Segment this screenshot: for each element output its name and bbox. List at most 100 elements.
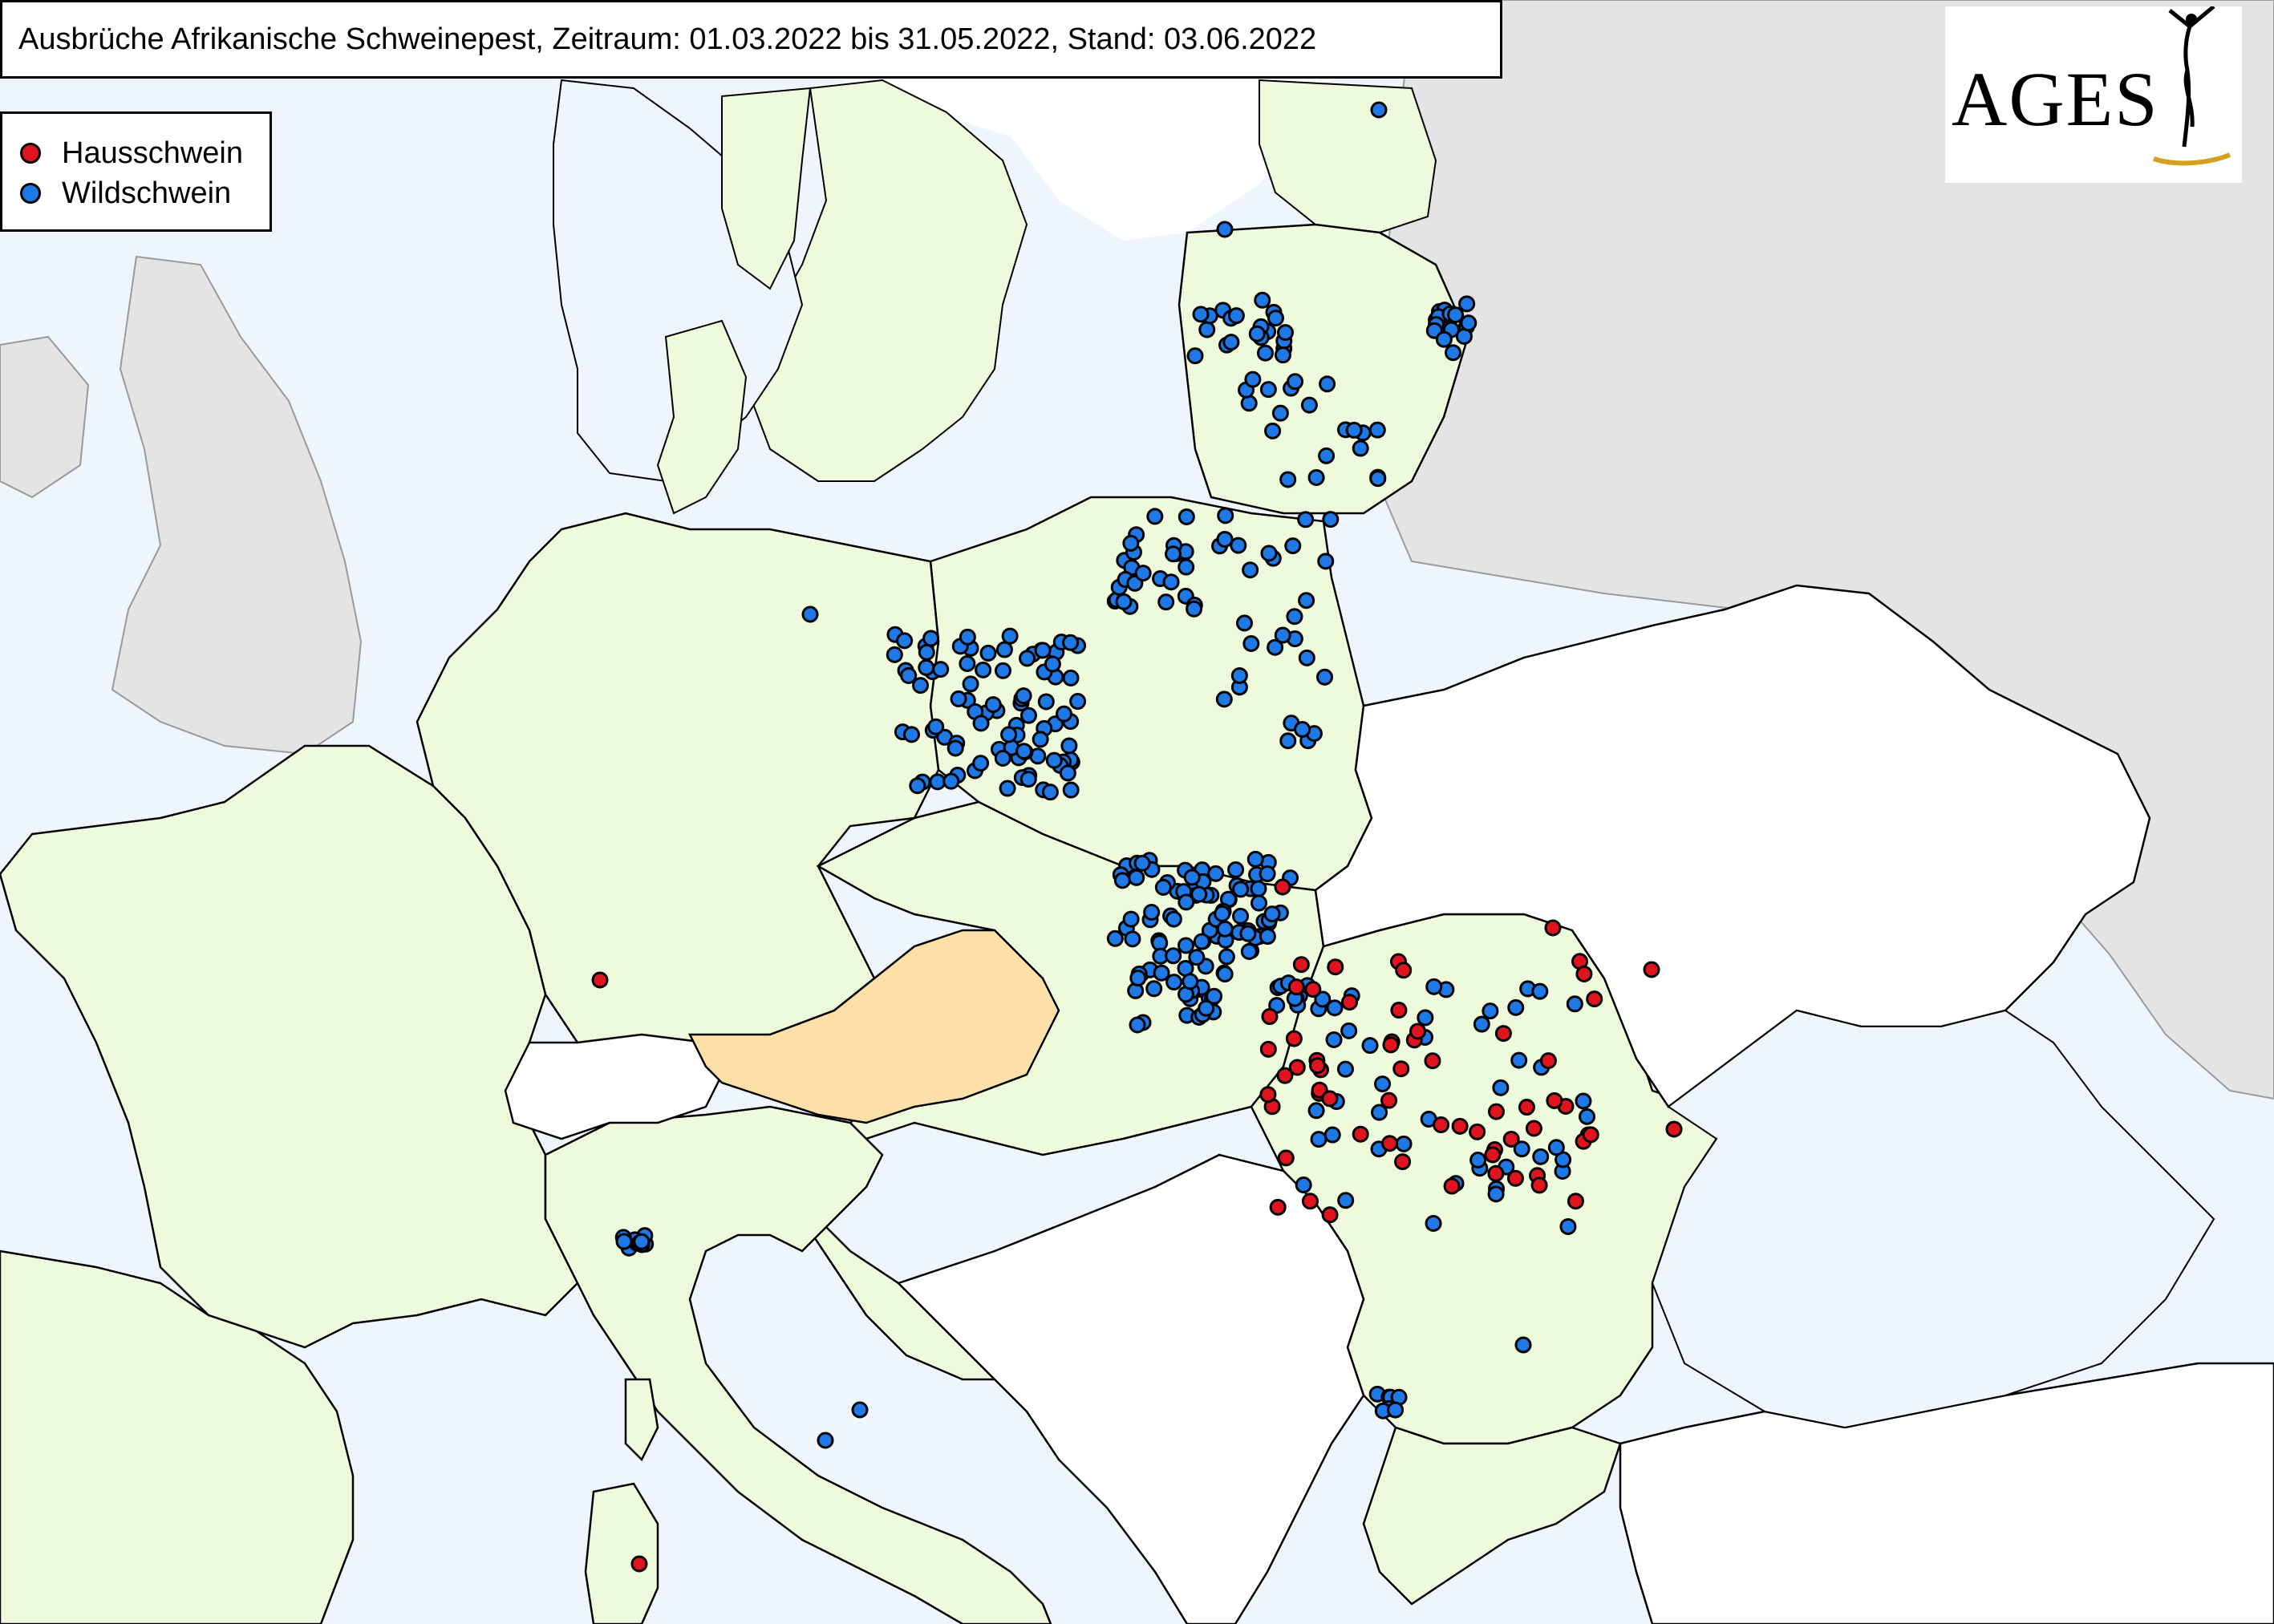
wildschwein-outbreak-marker <box>1232 907 1250 925</box>
wildschwein-outbreak-marker <box>1310 1131 1328 1148</box>
hausschwein-outbreak-marker <box>1424 1052 1441 1070</box>
wildschwein-outbreak-marker <box>1222 334 1240 351</box>
wildschwein-outbreak-marker <box>1300 396 1318 414</box>
wildschwein-outbreak-marker <box>1435 330 1453 348</box>
wildschwein-outbreak-marker <box>1165 545 1182 563</box>
wildschwein-outbreak-marker <box>1165 974 1183 991</box>
map-title-box: Ausbrüche Afrikanische Schweinepest, Zei… <box>0 0 1502 79</box>
wildschwein-outbreak-marker <box>1370 101 1388 119</box>
hausschwein-outbreak-marker <box>1451 1117 1469 1135</box>
hausschwein-outbreak-marker <box>1487 1103 1505 1120</box>
wildschwein-outbreak-marker <box>979 644 997 662</box>
hausschwein-outbreak-marker <box>1409 1023 1427 1040</box>
wildschwein-outbreak-marker <box>1240 942 1258 960</box>
hausschwein-outbreak-marker <box>1380 1091 1398 1109</box>
hausschwein-outbreak-marker <box>1575 965 1593 982</box>
wildschwein-outbreak-marker <box>1248 325 1266 342</box>
hausschwein-outbreak-marker <box>1530 1176 1548 1194</box>
hausschwein-outbreak-marker <box>630 1555 648 1573</box>
ages-logo: AGES <box>1945 6 2242 183</box>
hausschwein-outbreak-marker <box>1390 1002 1408 1019</box>
wildschwein-outbreak-marker <box>1019 707 1037 724</box>
affected-countries <box>0 223 1718 1624</box>
hausschwein-outbreak-marker <box>1546 1091 1563 1109</box>
wildschwein-outbreak-marker <box>994 749 1011 767</box>
hausschwein-outbreak-marker <box>1643 961 1660 978</box>
wildschwein-outbreak-marker <box>1575 1092 1592 1110</box>
wildschwein-outbreak-marker <box>1257 344 1275 362</box>
wildschwein-outbreak-marker <box>1188 949 1206 966</box>
wildschwein-outbreak-marker <box>1340 1022 1358 1039</box>
hausschwein-outbreak-marker <box>1259 1040 1277 1058</box>
wildschwein-outbreak-marker <box>1162 573 1180 591</box>
wildschwein-outbreak-marker <box>1246 850 1264 868</box>
wildschwein-outbreak-marker <box>1507 998 1525 1016</box>
wildschwein-outbreak-marker <box>1294 720 1311 738</box>
denmark <box>656 319 748 515</box>
wildschwein-outbreak-marker <box>1352 439 1369 457</box>
wildschwein-outbreak-marker <box>922 630 940 647</box>
wildschwein-outbreak-marker <box>1019 650 1036 667</box>
wildschwein-outbreak-marker <box>1193 933 1210 950</box>
hausschwein-outbreak-marker <box>1269 1198 1287 1216</box>
wildschwein-outbreak-marker <box>1157 593 1175 611</box>
wildschwein-outbreak-marker <box>1041 784 1059 801</box>
wildschwein-outbreak-marker <box>1122 534 1140 552</box>
wildschwein-outbreak-marker <box>1129 970 1147 987</box>
wildschwein-outbreak-marker <box>1298 649 1315 666</box>
wildschwein-outbreak-marker <box>1445 344 1462 362</box>
wildschwein-outbreak-marker <box>1242 561 1259 579</box>
wildschwein-outbreak-marker <box>1267 638 1284 656</box>
wildschwein-outbreak-marker <box>1206 987 1223 1005</box>
hausschwein-outbreak-marker <box>1665 1120 1683 1138</box>
hausschwein-outbreak-marker <box>591 971 609 989</box>
wildschwein-outbreak-marker <box>1425 978 1443 995</box>
wildschwein-outbreak-marker <box>959 655 976 673</box>
wildschwein-outbreak-marker <box>972 715 990 732</box>
wildschwein-outbreak-marker <box>1531 982 1549 1000</box>
wildschwein-outbreak-marker <box>1062 781 1080 799</box>
wildschwein-outbreak-marker <box>1274 346 1291 364</box>
hausschwein-outbreak-marker <box>1301 1193 1319 1210</box>
wildschwein-outbreak-marker <box>1069 693 1087 711</box>
hausschwein-outbreak-marker <box>1304 981 1322 998</box>
wildschwein-outbreak-marker <box>1286 608 1303 626</box>
wildschwein-outbreak-marker <box>1395 1135 1413 1152</box>
wildschwein-outbreak-marker <box>1259 928 1276 946</box>
hausschwein-outbreak-marker <box>1443 1177 1461 1195</box>
wildschwein-outbreak-marker <box>1482 1002 1499 1020</box>
wildschwein-outbreak-marker <box>1129 1016 1146 1034</box>
scandinavia <box>553 79 1437 483</box>
wildschwein-outbreak-marker <box>1307 1102 1325 1120</box>
wildschwein-outbreak-marker <box>1487 1185 1505 1203</box>
wildschwein-outbreak-marker <box>1473 1015 1490 1033</box>
wildschwein-outbreak-marker <box>1037 693 1055 711</box>
wildschwein-outbreak-marker <box>1218 948 1235 966</box>
wildschwein-outbreak-marker <box>1062 634 1080 651</box>
wildschwein-outbreak-marker <box>1371 1104 1388 1121</box>
wildschwein-outbreak-marker <box>1514 1336 1532 1354</box>
wildschwein-outbreak-marker <box>1143 903 1161 921</box>
hausschwein-outbreak-marker <box>1544 919 1562 937</box>
wildschwein-outbreak-marker <box>1337 1192 1355 1209</box>
wildschwein-outbreak-marker <box>1227 307 1245 325</box>
legend-label-wildschwein: Wildschwein <box>62 176 232 210</box>
wildschwein-outbreak-marker <box>995 641 1013 658</box>
wildschwein-outbreak-marker <box>1232 881 1250 898</box>
hausschwein-outbreak-marker <box>1582 1126 1599 1144</box>
wildschwein-outbreak-marker <box>994 662 1011 679</box>
hausschwein-outbreak-marker <box>1518 1099 1535 1116</box>
wildschwein-outbreak-marker <box>1178 508 1195 525</box>
wildschwein-outbreak-marker <box>900 666 918 684</box>
wildschwein-outbreak-marker <box>918 658 935 676</box>
wildschwein-outbreak-marker <box>1274 626 1291 644</box>
wildschwein-outbreak-marker <box>1263 905 1281 923</box>
hausschwein-outbreak-marker <box>1309 1057 1327 1075</box>
wildschwein-outbreak-marker <box>1240 395 1258 412</box>
legend-item-hausschwein: Hausschwein <box>20 133 270 173</box>
wildschwein-outbreak-marker <box>1062 669 1080 686</box>
wildschwein-outbreak-marker <box>1239 925 1257 942</box>
wildschwein-outbreak-marker <box>1287 373 1304 391</box>
wildschwein-outbreak-marker <box>633 1233 651 1250</box>
hausschwein-outbreak-marker <box>1395 962 1413 979</box>
